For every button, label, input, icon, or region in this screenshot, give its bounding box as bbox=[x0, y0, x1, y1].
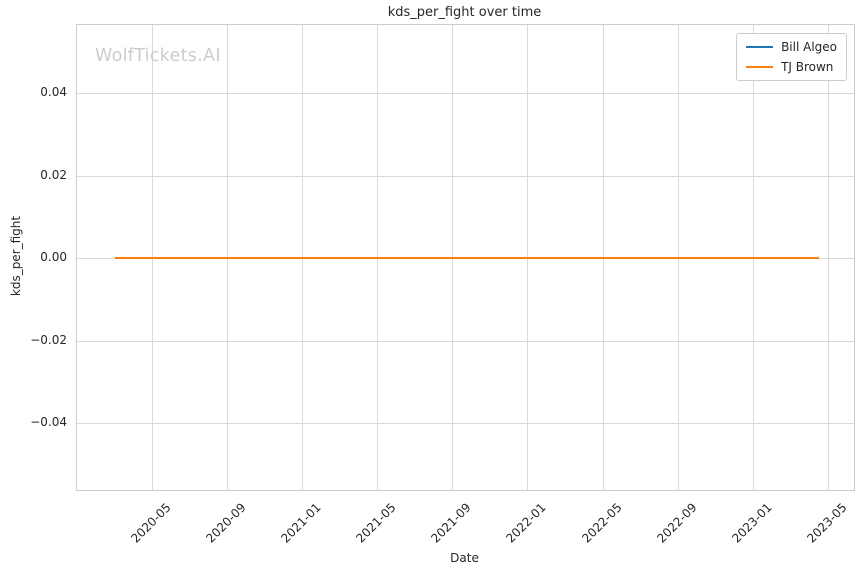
x-axis-label: Date bbox=[450, 551, 479, 565]
legend-item: Bill Algeo bbox=[746, 40, 837, 54]
series-line-tj-brown bbox=[114, 257, 820, 260]
legend-label: Bill Algeo bbox=[781, 40, 837, 54]
y-gridline bbox=[77, 423, 854, 425]
legend-label: TJ Brown bbox=[781, 60, 834, 74]
y-tick-label: 0.02 bbox=[40, 167, 67, 182]
plot-area: WolfTickets.AI Bill Algeo TJ Brown bbox=[76, 24, 855, 491]
y-tick-label: −0.02 bbox=[30, 332, 67, 347]
y-gridline bbox=[77, 93, 854, 95]
legend: Bill Algeo TJ Brown bbox=[736, 33, 847, 81]
x-gridline bbox=[827, 25, 829, 490]
y-gridline bbox=[77, 340, 854, 342]
watermark: WolfTickets.AI bbox=[95, 46, 221, 66]
chart-title: kds_per_fight over time bbox=[387, 5, 542, 20]
legend-swatch bbox=[746, 46, 774, 48]
y-gridline bbox=[77, 175, 854, 177]
y-tick-label: 0.00 bbox=[40, 250, 67, 265]
y-tick-label: −0.04 bbox=[30, 415, 67, 430]
y-tick-label: 0.04 bbox=[40, 85, 67, 100]
legend-swatch bbox=[746, 66, 774, 68]
legend-item: TJ Brown bbox=[746, 60, 837, 74]
